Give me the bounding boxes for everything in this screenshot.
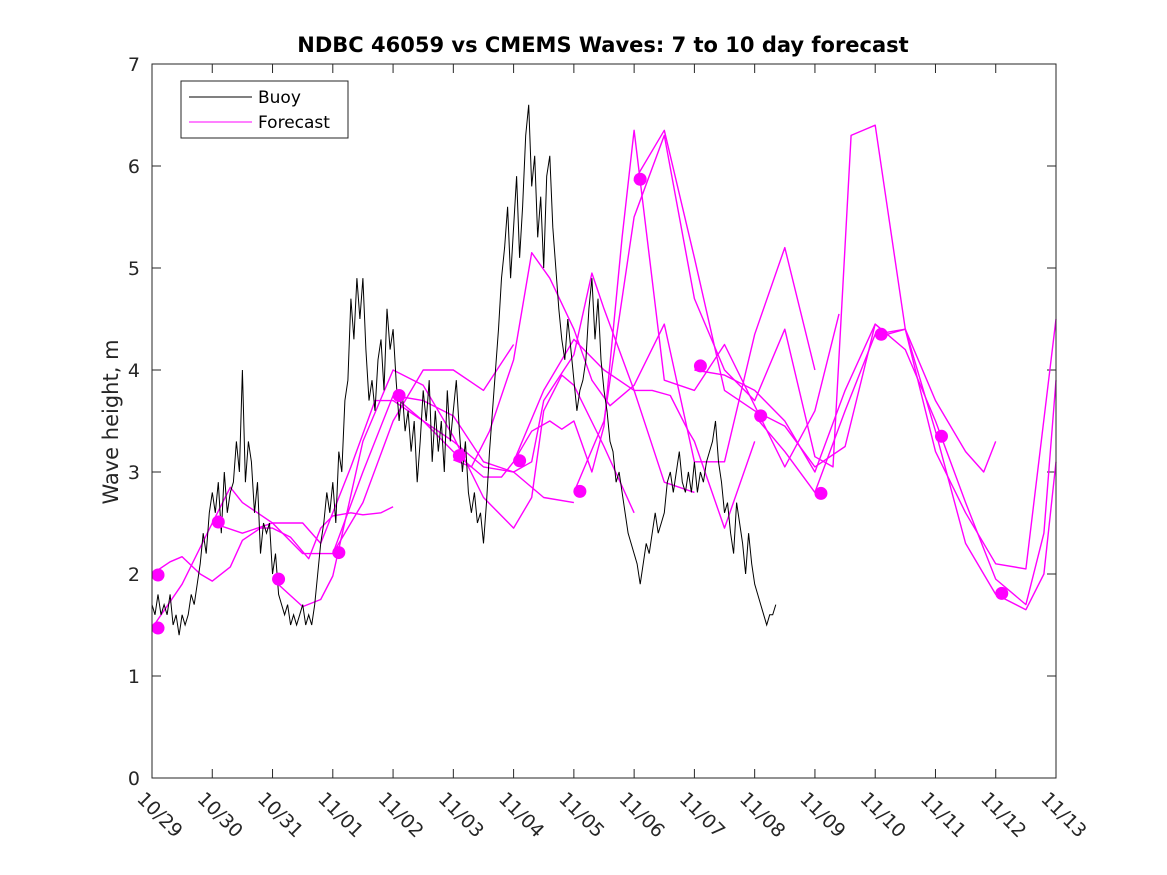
x-tick-label: 11/06	[615, 788, 669, 842]
forecast-line	[633, 129, 1057, 570]
forecast-marker	[392, 389, 406, 402]
forecast-marker	[151, 621, 165, 635]
forecast-marker	[995, 586, 1009, 600]
forecast-marker	[814, 486, 828, 500]
x-tick-label: 11/13	[1036, 788, 1090, 842]
forecast-marker	[754, 409, 768, 423]
forecast-marker	[693, 359, 707, 373]
y-tick-label: 0	[128, 768, 140, 790]
forecast-marker	[633, 172, 647, 186]
y-tick-label: 4	[128, 360, 140, 382]
x-tick-label: 11/11	[916, 788, 970, 842]
forecast-marker	[151, 568, 165, 582]
y-tick-label: 6	[128, 156, 140, 178]
chart-title: NDBC 46059 vs CMEMS Waves: 7 to 10 day f…	[297, 33, 908, 57]
legend: Buoy Forecast	[180, 80, 349, 139]
forecast-marker	[934, 429, 948, 443]
forecast-line	[392, 338, 756, 529]
x-tick-label: 10/29	[132, 788, 186, 842]
forecast-line	[453, 246, 816, 468]
x-tick-label: 11/08	[735, 788, 789, 842]
x-tick-label: 10/31	[253, 788, 307, 842]
legend-forecast-label: Forecast	[258, 113, 330, 133]
x-tick-label: 11/10	[856, 788, 910, 842]
forecast-line	[754, 328, 1057, 611]
y-tick-label: 3	[128, 462, 140, 484]
x-tick-label: 11/05	[554, 788, 608, 842]
forecast-marker	[573, 484, 587, 498]
y-tick-label: 2	[128, 564, 140, 586]
forecast-line	[151, 506, 394, 582]
x-tick-label: 11/07	[675, 788, 729, 842]
forecast-marker	[452, 449, 466, 463]
forecast-line	[573, 124, 997, 493]
legend-box	[180, 80, 349, 139]
forecast-line	[512, 129, 840, 473]
forecast-marker	[211, 515, 225, 529]
x-tick-label: 11/04	[494, 788, 548, 842]
x-tick-label: 11/03	[434, 788, 488, 842]
y-tick-label: 5	[128, 258, 140, 280]
x-tick-label: 11/01	[313, 788, 367, 842]
forecast-line	[212, 399, 575, 545]
forecast-line	[694, 323, 1057, 606]
forecast-marker	[513, 454, 527, 468]
x-tick-label: 10/30	[193, 788, 247, 842]
axes-box	[151, 63, 1057, 779]
y-axis-label: Wave height, m	[99, 339, 123, 504]
x-tick-label: 11/12	[976, 788, 1030, 842]
forecast-marker	[332, 546, 346, 560]
x-tick-label: 11/02	[374, 788, 428, 842]
forecast-marker	[272, 572, 286, 586]
forecast-line	[272, 369, 635, 608]
y-tick-label: 7	[128, 54, 140, 76]
y-tick-label: 1	[128, 666, 140, 688]
forecast-marker	[874, 327, 888, 341]
legend-buoy-label: Buoy	[258, 88, 301, 108]
x-tick-label: 11/09	[795, 788, 849, 842]
